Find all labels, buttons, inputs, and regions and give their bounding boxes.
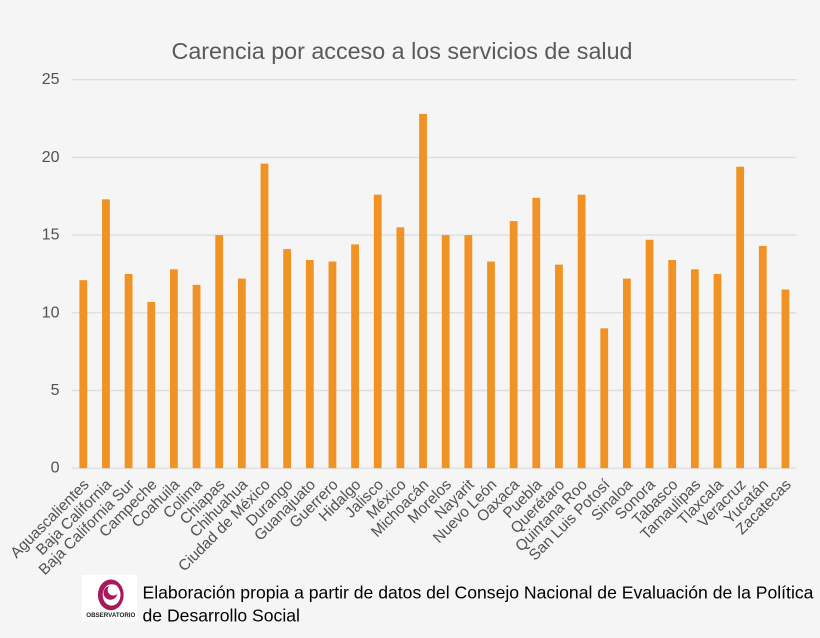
svg-text:25: 25 <box>42 71 60 88</box>
svg-text:Carencia por acceso a los serv: Carencia por acceso a los servicios de s… <box>172 38 633 64</box>
svg-text:0: 0 <box>51 460 60 477</box>
svg-text:5: 5 <box>51 382 60 399</box>
svg-text:10: 10 <box>42 304 60 321</box>
svg-text:Elaboración propia a partir de: Elaboración propia a partir de datos del… <box>143 583 814 603</box>
svg-text:15: 15 <box>42 227 60 244</box>
svg-text:OBSERVATORIO: OBSERVATORIO <box>86 612 135 619</box>
svg-text:20: 20 <box>42 149 60 166</box>
svg-text:de Desarrollo Social: de Desarrollo Social <box>143 606 300 626</box>
